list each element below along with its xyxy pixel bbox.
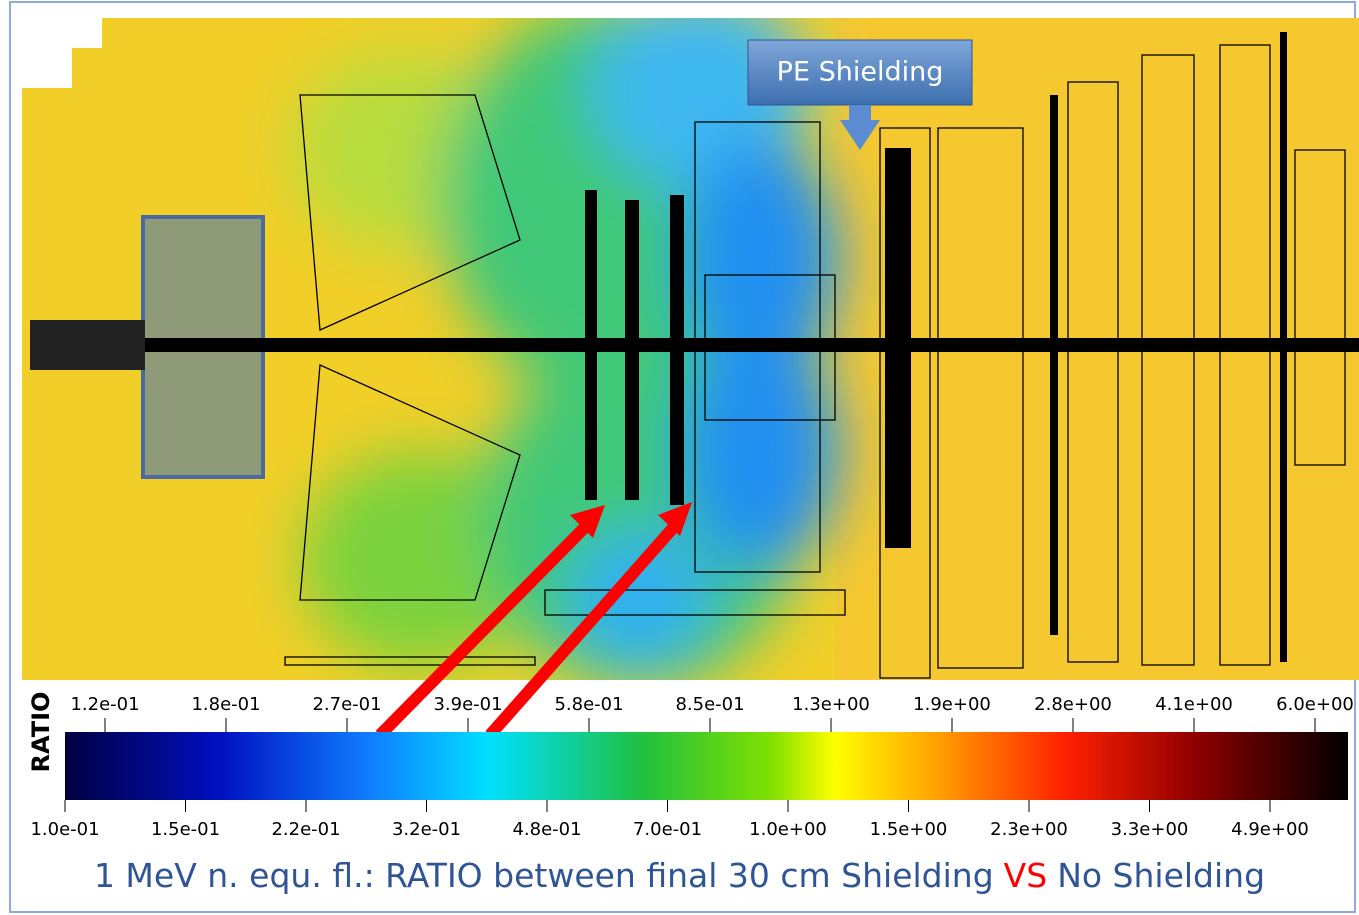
tick-label: 4.9e+00: [1231, 819, 1309, 840]
tick-label: 4.1e+00: [1155, 694, 1233, 715]
caption-text: 1 MeV n. equ. fl.: RATIO between final 3…: [94, 856, 994, 895]
tick-label: 4.8e-01: [512, 819, 581, 840]
tick-label: 1.0e+00: [749, 819, 827, 840]
tick-label: 6.0e+00: [1276, 694, 1354, 715]
tick-label: 1.5e-01: [151, 819, 220, 840]
tick-label: 1.5e+00: [870, 819, 948, 840]
tick-label: 7.0e-01: [633, 819, 702, 840]
page: body { margin: 0; width: 1359px; height:…: [0, 0, 1359, 915]
caption-highlight: VS: [1004, 856, 1048, 895]
colorbar-title: RATIO: [27, 692, 55, 773]
tick-label: 1.8e-01: [191, 694, 260, 715]
callout-label: PE Shielding: [777, 57, 944, 88]
tick-label: 1.0e-01: [30, 819, 99, 840]
tick-label: 8.5e-01: [675, 694, 744, 715]
tick-label: 3.9e-01: [433, 694, 502, 715]
tick-label: 2.7e-01: [312, 694, 381, 715]
tick-label: 1.2e-01: [70, 694, 139, 715]
tick-label: 2.8e+00: [1034, 694, 1112, 715]
caption-text: No Shielding: [1057, 856, 1265, 895]
tick-label: 2.2e-01: [271, 819, 340, 840]
colorbar: [65, 732, 1348, 800]
caption: 1 MeV n. equ. fl.: RATIO between final 3…: [0, 856, 1359, 895]
tick-label: 2.3e+00: [990, 819, 1068, 840]
tick-label: 3.2e-01: [392, 819, 461, 840]
figure: PE Shielding RATIO 1.2e-01 1.8e-01 2.7e-01…: [0, 0, 1359, 915]
tick-label: 1.3e+00: [792, 694, 870, 715]
tick-label: 1.9e+00: [913, 694, 991, 715]
tick-label: 3.3e+00: [1111, 819, 1189, 840]
page-body: PE Shielding RATIO 1.2e-01 1.8e-01 2.7e-01…: [0, 0, 1359, 915]
tick-label: 5.8e-01: [554, 694, 623, 715]
